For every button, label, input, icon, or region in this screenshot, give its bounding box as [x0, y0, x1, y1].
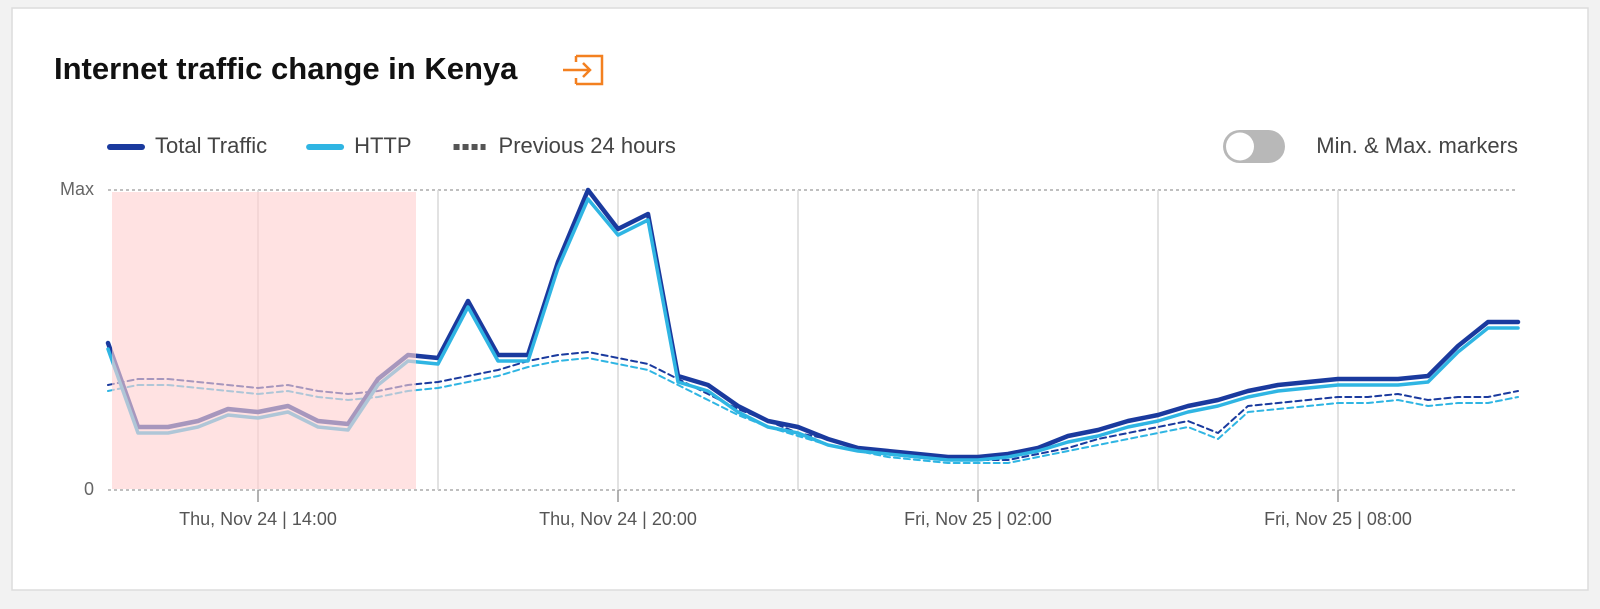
toggle-knob[interactable]	[1226, 132, 1254, 161]
x-tick-label: Thu, Nov 24 | 14:00	[179, 509, 337, 529]
legend-label: Total Traffic	[155, 133, 267, 158]
toggle[interactable]	[1223, 130, 1285, 163]
x-tick-label: Thu, Nov 24 | 20:00	[539, 509, 697, 529]
highlight-region	[112, 192, 416, 489]
title-icon	[563, 54, 604, 86]
y-tick-label: Max	[60, 179, 94, 199]
x-tick-label: Fri, Nov 25 | 08:00	[1264, 509, 1412, 529]
x-tick-label: Fri, Nov 25 | 02:00	[904, 509, 1052, 529]
legend-label: HTTP	[354, 133, 411, 158]
y-tick-label: 0	[84, 479, 94, 499]
legend-label: Previous 24 hours	[499, 133, 676, 158]
chart-title: Internet traffic change in Kenya	[54, 51, 518, 86]
toggle-label[interactable]: Min. & Max. markers	[1316, 133, 1518, 158]
